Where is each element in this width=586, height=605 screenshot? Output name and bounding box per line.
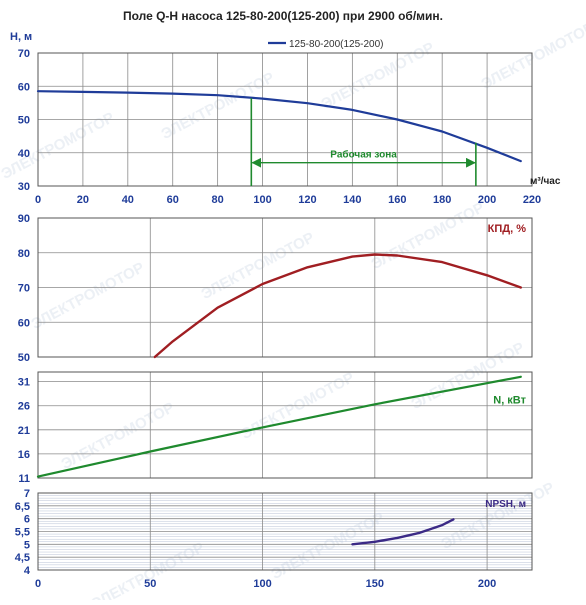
qh-y-tick-label: 50 bbox=[18, 115, 30, 127]
npsh-y-tick-label: 5,5 bbox=[15, 527, 30, 539]
qh-x-tick-label: 120 bbox=[298, 194, 316, 206]
qh-x-tick-label: 100 bbox=[253, 194, 271, 206]
qh-x-tick-label: 140 bbox=[343, 194, 361, 206]
npsh-x-tick-label: 0 bbox=[35, 578, 41, 590]
npsh-series-line bbox=[351, 518, 455, 546]
npsh-x-tick-label: 200 bbox=[478, 578, 496, 590]
npsh-y-axis-label: NPSH, м bbox=[485, 499, 526, 510]
npsh-y-tick-label: 4,5 bbox=[15, 552, 30, 564]
power-y-tick-label: 11 bbox=[18, 473, 30, 485]
qh-x-tick-label: 80 bbox=[212, 194, 224, 206]
qh-y-tick-label: 60 bbox=[18, 81, 30, 93]
power-y-axis-label: N, кВт bbox=[493, 395, 526, 407]
qh-x-tick-label: 20 bbox=[77, 194, 89, 206]
qh-x-tick-label: 60 bbox=[167, 194, 179, 206]
eff-y-tick-label: 90 bbox=[18, 213, 30, 225]
work-zone-label: Рабочая зона bbox=[330, 149, 397, 161]
npsh-x-tick-label: 50 bbox=[144, 578, 156, 590]
watermark-text: ЭЛЕКТРОМОТОР bbox=[269, 509, 388, 583]
eff-y-tick-label: 80 bbox=[18, 248, 30, 260]
npsh-y-tick-label: 4 bbox=[24, 565, 31, 577]
qh-y-tick-label: 30 bbox=[18, 181, 30, 193]
qh-x-tick-label: 0 bbox=[35, 194, 41, 206]
eff-y-tick-label: 60 bbox=[18, 317, 30, 329]
qh-series-line bbox=[36, 90, 522, 163]
grid-layer bbox=[37, 52, 533, 571]
watermark-text: ЭЛЕКТРОМОТОР bbox=[369, 199, 488, 273]
npsh-x-tick-label: 100 bbox=[253, 578, 271, 590]
npsh-y-tick-label: 5 bbox=[24, 539, 30, 551]
qh-x-axis-label: м³/час bbox=[530, 176, 561, 187]
power-series-line bbox=[36, 375, 522, 478]
power-y-tick-label: 21 bbox=[18, 425, 30, 437]
power-y-tick-label: 26 bbox=[18, 401, 30, 413]
qh-panel-frame bbox=[37, 52, 533, 187]
qh-x-tick-label: 200 bbox=[478, 194, 496, 206]
qh-x-tick-label: 40 bbox=[122, 194, 134, 206]
npsh-panel-frame bbox=[37, 492, 533, 571]
watermark-text: ЭЛЕКТРОМОТОР bbox=[59, 399, 178, 473]
qh-y-tick-label: 40 bbox=[18, 148, 30, 160]
series-layer bbox=[36, 90, 522, 546]
qh-x-tick-label: 180 bbox=[433, 194, 451, 206]
watermark-text: ЭЛЕКТРОМОТОР bbox=[199, 229, 318, 303]
qh-y-axis-label: H, м bbox=[10, 31, 32, 43]
watermark-text: ЭЛЕКТРОМОТОР bbox=[319, 39, 438, 113]
eff-y-tick-label: 50 bbox=[18, 352, 30, 364]
eff-y-tick-label: 70 bbox=[18, 283, 30, 295]
eff-y-axis-label: КПД, % bbox=[488, 223, 527, 235]
npsh-y-tick-label: 7 bbox=[24, 488, 30, 500]
qh-y-tick-label: 70 bbox=[18, 48, 30, 60]
qh-x-tick-label: 220 bbox=[523, 194, 541, 206]
power-panel-frame bbox=[37, 371, 533, 479]
eff-series-line bbox=[153, 253, 522, 359]
text-layer: Поле Q-H насоса 125-80-200(125-200) при … bbox=[10, 9, 561, 590]
eff-panel-frame bbox=[37, 217, 533, 358]
npsh-y-tick-label: 6 bbox=[24, 514, 30, 526]
qh-x-tick-label: 160 bbox=[388, 194, 406, 206]
legend-label: 125-80-200(125-200) bbox=[289, 39, 384, 50]
power-y-tick-label: 31 bbox=[18, 377, 30, 389]
chart-title: Поле Q-H насоса 125-80-200(125-200) при … bbox=[123, 9, 443, 23]
npsh-x-tick-label: 150 bbox=[366, 578, 384, 590]
npsh-y-tick-label: 6,5 bbox=[15, 501, 30, 513]
power-y-tick-label: 16 bbox=[18, 449, 30, 461]
watermark-layer: ЭЛЕКТРОМОТОР ЭЛЕКТРОМОТОР ЭЛЕКТРОМОТОР ЭЛЕК… bbox=[0, 19, 586, 605]
